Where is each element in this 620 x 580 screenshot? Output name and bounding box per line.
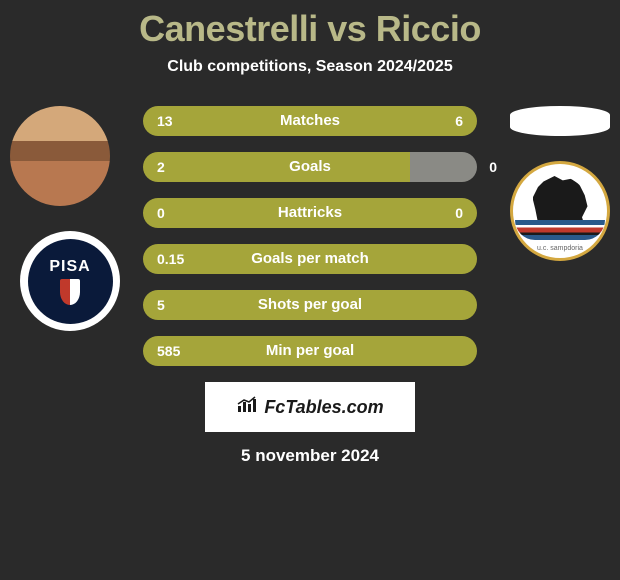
- stat-row: Hattricks0 0: [143, 198, 477, 228]
- stat-value-left: 585: [157, 336, 180, 366]
- club-left-shield-icon: [60, 279, 80, 305]
- stat-value-left: 0.15: [157, 244, 184, 274]
- chart-icon: [236, 396, 258, 419]
- player-avatar-left: [10, 106, 110, 206]
- player-avatar-right: [510, 106, 610, 136]
- stat-row: Shots per goal5: [143, 290, 477, 320]
- club-right-stripes-icon: [515, 220, 605, 240]
- stat-value-left: 0: [157, 198, 165, 228]
- stat-value-left: 5: [157, 290, 165, 320]
- footer-brand: FcTables.com: [205, 382, 415, 432]
- page-title: Canestrelli vs Riccio: [0, 0, 620, 50]
- date-label: 5 november 2024: [0, 446, 620, 466]
- stat-bars: Matches13 6 Goals20 Hattricks0 0 Goals per ma…: [143, 106, 477, 366]
- footer-brand-text: FcTables.com: [264, 397, 383, 418]
- club-logo-right: u.c. sampdoria: [510, 161, 610, 261]
- stat-row: Goals20: [143, 152, 477, 182]
- stat-label: Goals per match: [143, 244, 477, 274]
- club-logo-left: PISA: [20, 231, 120, 331]
- stat-row: Goals per match0.15: [143, 244, 477, 274]
- stat-value-right: 0: [455, 198, 463, 228]
- stat-label: Shots per goal: [143, 290, 477, 320]
- subtitle: Club competitions, Season 2024/2025: [0, 58, 620, 76]
- stat-label: Hattricks: [143, 198, 477, 228]
- comparison-content: PISA u.c. sampdoria Matches136Goals20Hat…: [0, 106, 620, 366]
- stat-label: Matches: [143, 106, 477, 136]
- stat-value-right: 0: [489, 152, 497, 182]
- stat-value-left: 13: [157, 106, 173, 136]
- club-right-label: u.c. sampdoria: [537, 245, 583, 252]
- stat-value-right: 6: [455, 106, 463, 136]
- club-left-label: PISA: [49, 258, 90, 276]
- stat-label: Goals: [143, 152, 477, 182]
- stat-value-left: 2: [157, 152, 165, 182]
- stat-label: Min per goal: [143, 336, 477, 366]
- stat-row: Min per goal585: [143, 336, 477, 366]
- stat-row: Matches13 6: [143, 106, 477, 136]
